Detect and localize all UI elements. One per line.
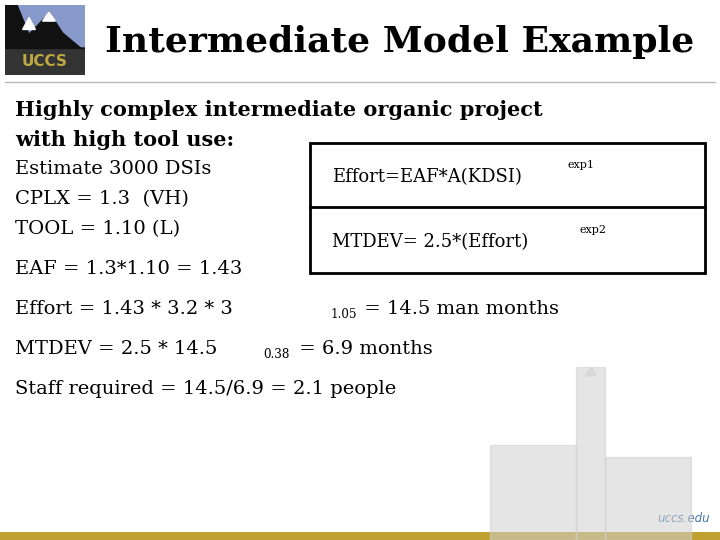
Text: 0.38: 0.38 xyxy=(263,348,289,361)
Text: CPLX = 1.3  (VH): CPLX = 1.3 (VH) xyxy=(15,190,189,208)
Text: 1.05: 1.05 xyxy=(331,308,358,321)
Text: Effort = 1.43 * 3.2 * 3: Effort = 1.43 * 3.2 * 3 xyxy=(15,300,233,318)
Text: Staff required = 14.5/6.9 = 2.1 people: Staff required = 14.5/6.9 = 2.1 people xyxy=(15,380,396,398)
Text: Intermediate Model Example: Intermediate Model Example xyxy=(105,25,695,59)
Text: = 6.9 months: = 6.9 months xyxy=(293,340,433,358)
Bar xyxy=(5,49,85,75)
Polygon shape xyxy=(22,18,35,30)
Bar xyxy=(5,5,85,49)
Polygon shape xyxy=(490,445,576,540)
Text: MTDEV= 2.5*(Effort): MTDEV= 2.5*(Effort) xyxy=(332,233,528,251)
Text: Effort=EAF*A(KDSI): Effort=EAF*A(KDSI) xyxy=(332,168,522,186)
Text: EAF = 1.3*1.10 = 1.43: EAF = 1.3*1.10 = 1.43 xyxy=(15,260,243,278)
Polygon shape xyxy=(5,5,45,49)
Polygon shape xyxy=(42,12,55,21)
Polygon shape xyxy=(585,367,596,376)
Bar xyxy=(0,532,720,540)
Text: MTDEV = 2.5 * 14.5: MTDEV = 2.5 * 14.5 xyxy=(15,340,217,358)
Text: uccs.edu: uccs.edu xyxy=(657,512,710,525)
Text: = 14.5 man months: = 14.5 man months xyxy=(358,300,559,318)
Text: TOOL = 1.10 (L): TOOL = 1.10 (L) xyxy=(15,220,180,238)
Text: Estimate 3000 DSIs: Estimate 3000 DSIs xyxy=(15,160,212,178)
Polygon shape xyxy=(605,457,691,540)
Text: UCCS: UCCS xyxy=(22,55,68,70)
Polygon shape xyxy=(576,367,605,540)
Text: with high tool use:: with high tool use: xyxy=(15,130,234,150)
Polygon shape xyxy=(33,12,85,49)
Text: exp2: exp2 xyxy=(580,225,607,235)
Text: exp1: exp1 xyxy=(568,160,595,170)
Text: Highly complex intermediate organic project: Highly complex intermediate organic proj… xyxy=(15,100,543,120)
Bar xyxy=(310,143,705,273)
